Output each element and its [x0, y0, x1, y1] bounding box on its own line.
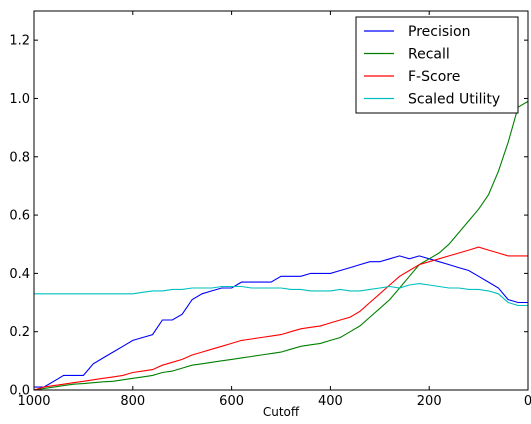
x-tick-label: 800 — [120, 394, 145, 409]
plot-frame — [33, 10, 529, 391]
x-tick-label: 0 — [524, 394, 531, 409]
series-line-f-score — [33, 246, 528, 391]
legend-label: Scaled Utility — [408, 92, 500, 108]
x-axis-label: Cutoff — [263, 405, 300, 419]
series-line-scaled-utility — [34, 283, 528, 307]
series-line-precision — [34, 255, 528, 388]
y-tick-label: 0.8 — [9, 150, 30, 165]
y-tick-label: 0.0 — [9, 384, 30, 399]
x-tick-label: 600 — [219, 394, 244, 409]
y-tick-label: 1.0 — [9, 92, 30, 107]
series-layer — [33, 100, 529, 391]
legend-label: Recall — [408, 47, 450, 63]
legend-box — [355, 16, 519, 114]
y-tick-label: 1.2 — [9, 34, 30, 49]
y-tick-label: 0.6 — [9, 209, 30, 224]
legend-label: F-Score — [408, 69, 460, 85]
y-tick-label: 0.2 — [9, 325, 30, 340]
x-tick-label: 200 — [417, 394, 442, 409]
legend-entries: Precision Recall F-Score Scaled Utility — [364, 24, 500, 108]
series-line-recall — [33, 100, 529, 391]
x-tick-label: 1000 — [17, 394, 50, 409]
x-axis: 1000 800 600 400 200 0 — [17, 11, 531, 409]
x-tick-label: 400 — [318, 394, 343, 409]
y-axis: 0.0 0.2 0.4 0.6 0.8 1.0 1.2 — [9, 34, 528, 399]
legend: Precision Recall F-Score Scaled Utility — [355, 16, 519, 114]
y-tick-label: 0.4 — [9, 267, 30, 282]
legend-label: Precision — [408, 24, 470, 40]
